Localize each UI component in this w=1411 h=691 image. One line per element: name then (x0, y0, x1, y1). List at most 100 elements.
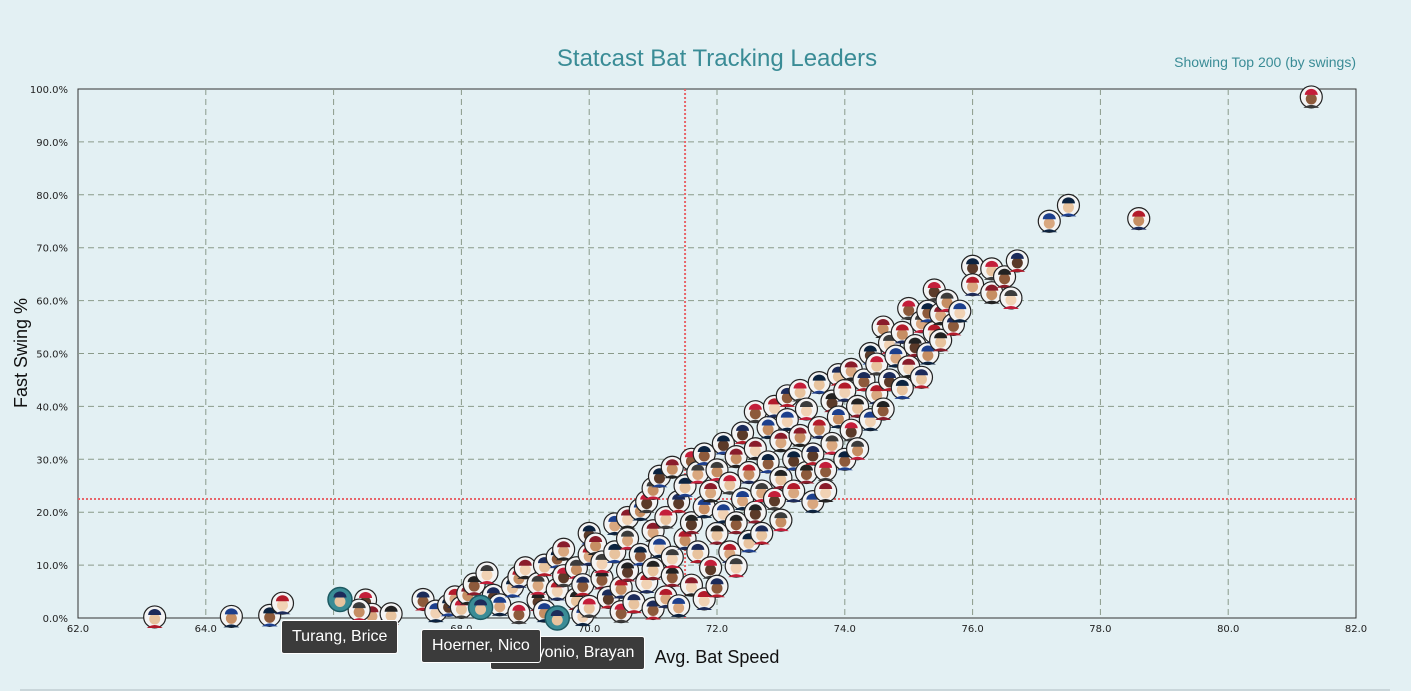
highlighted-player-point[interactable] (467, 594, 494, 621)
player-point[interactable] (794, 397, 819, 421)
player-point[interactable] (475, 561, 499, 585)
player-point[interactable] (814, 458, 838, 482)
player-point[interactable] (615, 558, 640, 582)
player-point[interactable] (1056, 193, 1081, 217)
player-point[interactable] (992, 265, 1017, 289)
player-point[interactable] (845, 437, 870, 461)
grid (78, 89, 1356, 618)
player-point[interactable] (507, 601, 531, 625)
player-point[interactable] (807, 370, 831, 395)
data-points[interactable] (143, 85, 1323, 629)
player-point[interactable] (807, 415, 831, 440)
y-tick-label: 20.0% (36, 508, 68, 519)
player-point[interactable] (692, 442, 716, 466)
player-point[interactable] (705, 574, 729, 598)
player-point[interactable] (660, 564, 684, 588)
player-point[interactable] (219, 604, 243, 629)
chart-title: Statcast Bat Tracking Leaders (557, 45, 877, 72)
player-point[interactable] (782, 479, 806, 503)
y-tick-label: 0.0% (43, 614, 68, 625)
player-point[interactable] (724, 554, 748, 578)
player-point[interactable] (909, 365, 934, 389)
player-point[interactable] (730, 421, 755, 445)
player-point[interactable] (999, 286, 1023, 310)
player-point[interactable] (775, 408, 799, 432)
x-tick-label: 82.0 (1345, 624, 1367, 635)
y-tick-label: 90.0% (36, 138, 68, 149)
player-point[interactable] (737, 460, 761, 485)
player-point[interactable] (762, 487, 787, 511)
player-point[interactable] (660, 455, 684, 479)
player-point[interactable] (960, 273, 985, 297)
player-point[interactable] (1037, 209, 1061, 233)
chart-subtitle: Showing Top 200 (by swings) (1174, 54, 1356, 70)
y-tick-label: 40.0% (36, 402, 68, 413)
x-tick-label: 76.0 (961, 624, 983, 635)
x-tick-label: 78.0 (1089, 624, 1111, 635)
player-point[interactable] (699, 479, 723, 503)
player-point[interactable] (660, 545, 684, 569)
player-point[interactable] (641, 557, 665, 581)
player-point[interactable] (552, 537, 576, 561)
player-point[interactable] (794, 460, 819, 485)
player-point[interactable] (980, 281, 1004, 305)
player-point[interactable] (897, 296, 921, 321)
highlighted-player-point[interactable] (544, 605, 570, 631)
tooltip-turang: Turang, Brice (281, 620, 399, 654)
player-point[interactable] (1005, 249, 1029, 273)
highlighted-points[interactable] (327, 586, 570, 631)
player-point[interactable] (654, 505, 678, 530)
player-point[interactable] (686, 540, 710, 564)
player-point[interactable] (897, 355, 921, 379)
x-tick-label: 74.0 (834, 624, 856, 635)
player-point[interactable] (622, 590, 646, 614)
player-point[interactable] (571, 573, 595, 597)
y-tick-label: 30.0% (36, 455, 68, 466)
tooltip-bayonio: Bayonio, Brayan (490, 636, 646, 670)
x-tick-label: 72.0 (706, 624, 728, 635)
y-tick-label: 60.0% (36, 297, 68, 308)
y-tick-label: 10.0% (36, 561, 68, 572)
player-point[interactable] (270, 591, 295, 615)
player-point[interactable] (980, 257, 1004, 281)
x-axis-label: Avg. Bat Speed (655, 647, 780, 667)
player-point[interactable] (769, 508, 793, 532)
player-point[interactable] (513, 556, 537, 580)
player-point[interactable] (935, 289, 959, 313)
tooltip-hoerner: Hoerner, Nico (421, 629, 541, 663)
x-tick-label: 70.0 (578, 624, 600, 635)
player-point[interactable] (769, 429, 793, 453)
player-point[interactable] (788, 423, 812, 448)
y-tick-label: 50.0% (36, 350, 68, 361)
player-point[interactable] (890, 376, 914, 400)
player-point[interactable] (679, 511, 704, 535)
y-tick-label: 100.0% (30, 85, 68, 96)
player-point[interactable] (143, 605, 167, 629)
y-axis-ticks: 0.0% 10.0% 20.0% 30.0% 40.0% 50.0% 60.0% 70.0% 8… (30, 85, 68, 625)
player-point[interactable] (948, 299, 972, 323)
player-point[interactable] (1127, 207, 1151, 231)
player-point[interactable] (820, 431, 844, 456)
y-axis-label: Fast Swing % (11, 298, 31, 408)
player-point[interactable] (871, 397, 895, 421)
player-point[interactable] (743, 500, 767, 524)
player-point[interactable] (801, 442, 825, 466)
player-point[interactable] (929, 328, 953, 352)
player-point[interactable] (705, 521, 729, 545)
player-point[interactable] (839, 418, 863, 442)
highlighted-player-point[interactable] (327, 586, 353, 613)
player-point[interactable] (724, 511, 748, 535)
bottom-scrollbar (20, 689, 1390, 691)
player-point[interactable] (814, 479, 838, 503)
player-point[interactable] (577, 594, 601, 618)
x-tick-label: 62.0 (67, 624, 89, 635)
x-tick-label: 80.0 (1217, 624, 1239, 635)
x-axis-ticks: 62.064.066.068.070.072.074.076.078.080.0… (67, 624, 1367, 635)
player-point[interactable] (615, 527, 640, 551)
player-point[interactable] (750, 521, 774, 545)
x-tick-label: 64.0 (195, 624, 217, 635)
player-point[interactable] (1299, 85, 1323, 109)
player-point[interactable] (718, 471, 742, 495)
player-point[interactable] (667, 594, 691, 618)
